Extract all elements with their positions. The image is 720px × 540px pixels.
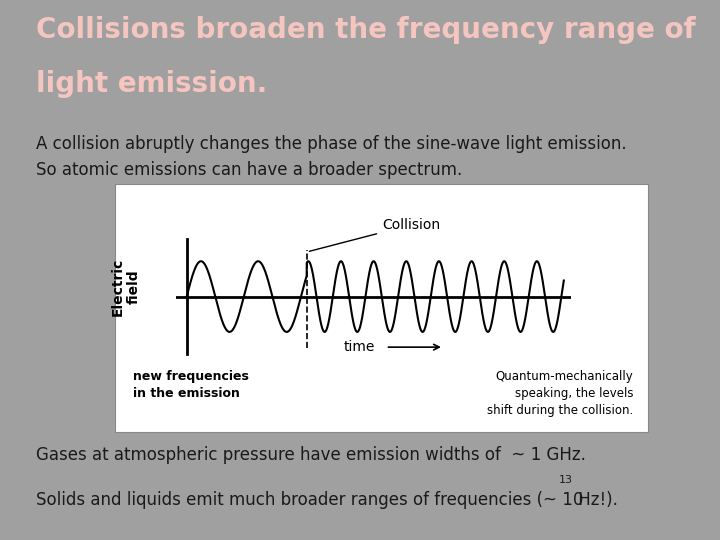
Text: 13: 13 bbox=[559, 475, 572, 485]
Text: new frequencies
in the emission: new frequencies in the emission bbox=[133, 370, 249, 400]
Text: light emission.: light emission. bbox=[36, 70, 267, 98]
Text: Quantum-mechanically
speaking, the levels
shift during the collision.: Quantum-mechanically speaking, the level… bbox=[487, 370, 634, 417]
Text: A collision abruptly changes the phase of the sine-wave light emission.
So atomi: A collision abruptly changes the phase o… bbox=[36, 135, 626, 179]
Text: Collisions broaden the frequency range of: Collisions broaden the frequency range o… bbox=[36, 16, 696, 44]
Text: Hz!).: Hz!). bbox=[573, 491, 618, 509]
Text: time: time bbox=[344, 340, 375, 354]
Text: Gases at atmospheric pressure have emission widths of  ~ 1 GHz.: Gases at atmospheric pressure have emiss… bbox=[36, 446, 586, 463]
FancyBboxPatch shape bbox=[115, 184, 648, 432]
Text: Electric
field: Electric field bbox=[111, 258, 141, 316]
Text: Solids and liquids emit much broader ranges of frequencies (~ 10: Solids and liquids emit much broader ran… bbox=[36, 491, 583, 509]
Text: Collision: Collision bbox=[310, 218, 440, 251]
